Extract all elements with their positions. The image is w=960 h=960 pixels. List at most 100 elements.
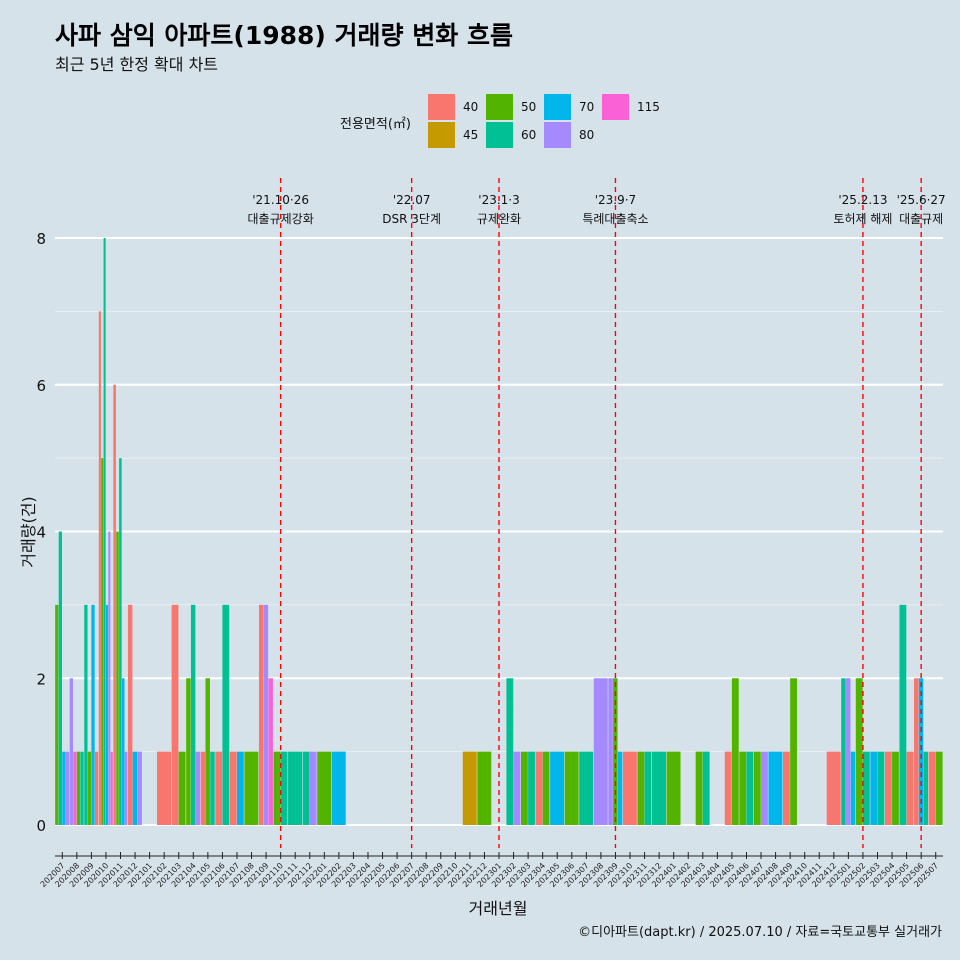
bar-202503-60 [877,751,885,825]
legend-label-40: 40 [463,100,478,114]
legend-label-60: 60 [521,128,536,142]
bar-202302-80 [513,751,521,825]
bar-202507-50 [935,751,943,825]
event-label-202301: 규제완화 [477,212,521,226]
legend: 전용면적(㎡) 40 45 50 60 70 80 115 [340,94,660,148]
legend-key-80 [544,122,571,148]
chart-title: 사파 삼익 아파트(1988) 거래량 변화 흐름 [55,21,513,50]
bar-202306-50 [564,751,579,825]
bar-202007-70 [62,751,66,825]
legend-key-70 [544,94,571,120]
bar-202303-60 [528,751,535,825]
bar-202503-70 [870,751,878,825]
bar-202504-40 [884,751,892,825]
bar-202406-50 [739,751,747,825]
bar-202009-70 [91,604,95,825]
y-tick-label-0: 0 [36,817,46,835]
bar-202105-60 [210,751,215,825]
bar-202407-80 [761,751,768,825]
y-tick-label-2: 2 [36,670,46,688]
bar-202310-40 [622,751,637,825]
event-date-202506: '25.6·27 [897,193,946,207]
bars [55,238,943,825]
bar-202112-60 [302,751,310,825]
bar-202507-40 [928,751,936,825]
bar-202104-50 [186,678,191,825]
event-date-202207: '22.07 [393,193,431,207]
bar-202106-40 [215,751,223,825]
bar-202501-80 [845,678,851,825]
event-date-202309: '23.9·7 [595,193,636,207]
bar-202103-50 [178,751,186,825]
bar-202311-60 [644,751,652,825]
bar-202403-50 [695,751,703,825]
event-label-202309: 특례대출축소 [582,212,648,226]
bar-202504-50 [892,751,899,825]
bar-202103-40 [171,604,179,825]
bar-202010-50 [101,458,104,825]
legend-title: 전용면적(㎡) [340,117,411,132]
bar-202110-50 [273,751,281,825]
bar-202012-80 [137,751,142,825]
y-tick-label-4: 4 [36,524,46,542]
bar-202408-70 [768,751,783,825]
legend-key-60 [486,122,513,148]
bar-202312-60 [651,751,666,825]
legend-key-115 [602,94,629,120]
bar-202506-70 [918,678,924,825]
bar-202505-60 [899,604,907,825]
bar-202107-40 [229,751,237,825]
event-date-202502: '25.2.13 [838,193,887,207]
caption: ©디아파트(dapt.kr) / 2025.07.10 / 자료=국토교통부 실… [578,925,942,940]
bar-202109-80 [263,604,269,825]
bar-202501-60 [841,678,846,825]
bar-202008-80 [69,678,73,825]
bar-202010-80 [108,531,111,825]
event-label-202506: 대출규제 [899,212,943,226]
legend-key-40 [428,94,455,120]
bar-202011-70 [121,678,125,825]
bar-202403-60 [702,751,710,825]
bar-202405-50 [731,678,739,825]
bar-202506-40 [914,678,919,825]
bar-202107-70 [236,751,244,825]
bar-202412-40 [826,751,841,825]
event-markers: '21.10·26 대출규제강화 '22.07 DSR 3단계 '23.1·3 규제완화 '… [248,178,946,848]
event-label-202110: 대출규제강화 [248,212,314,226]
bar-202105-40 [200,751,206,825]
chart-subtitle: 최근 5년 한정 확대 차트 [55,55,218,74]
bar-202309-80 [608,678,613,825]
legend-label-80: 80 [579,128,594,142]
bar-202506-60 [923,751,928,825]
bar-202304-50 [542,751,550,825]
bar-202407-50 [753,751,761,825]
x-axis-label: 거래년월 [469,899,528,918]
bar-202405-40 [724,751,732,825]
y-axis-label: 거래량(건) [19,496,38,567]
legend-label-70: 70 [579,100,594,114]
bar-202010-40 [98,311,101,825]
bar-202505-40 [906,751,914,825]
bar-202010-70 [105,604,109,825]
bar-202409-40 [783,751,790,825]
bar-202401-50 [666,751,681,825]
bar-202305-70 [550,751,565,825]
bar-202502-50 [855,678,863,825]
bar-202106-60 [222,604,230,825]
bar-202112-80 [309,751,317,825]
bar-202008-115 [73,751,77,825]
bar-202212-50 [477,751,492,825]
event-label-202207: DSR 3단계 [382,212,441,226]
bar-202302-60 [506,678,514,825]
bar-202102-40 [157,751,172,825]
bar-202303-50 [520,751,528,825]
bar-202104-80 [195,751,201,825]
y-tick-label-8: 8 [36,230,46,248]
legend-label-45: 45 [463,128,478,142]
bar-202009-40 [94,751,99,825]
event-label-202502: 토허제 해제 [833,212,892,226]
bar-202012-40 [127,604,133,825]
bar-202307-60 [579,751,594,825]
bar-202007-60 [58,531,62,825]
